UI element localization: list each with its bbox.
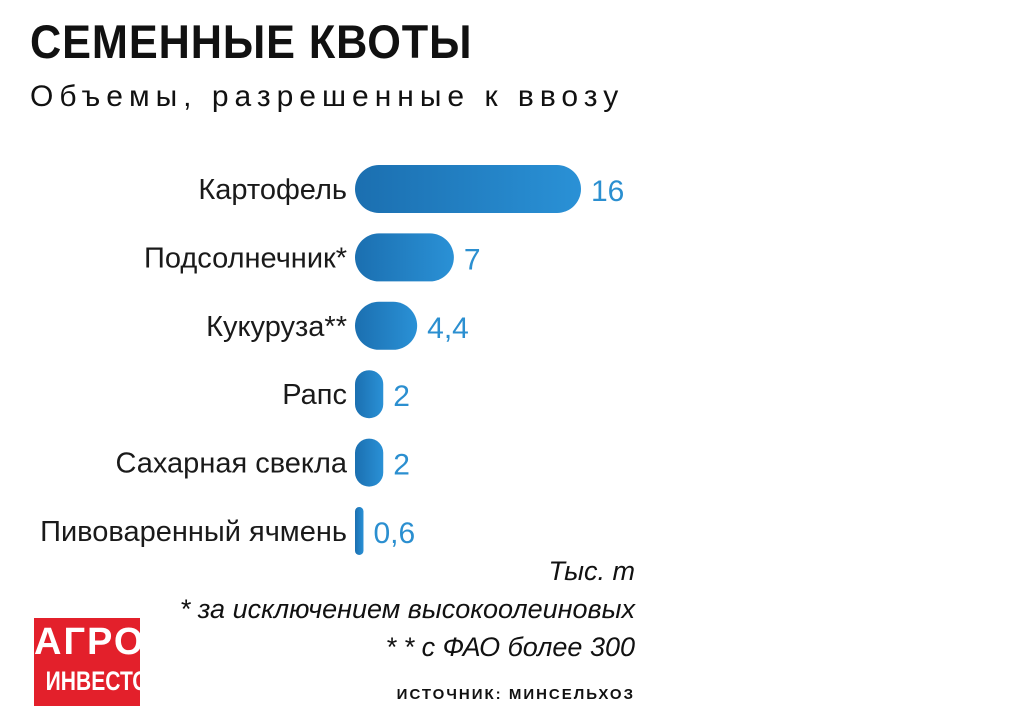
bars-layer: Картофель 16 Подсолнечник* 7 Кукуруза** 4,4 Ра… bbox=[40, 165, 624, 555]
bar-3 bbox=[355, 301, 418, 350]
category-label-2: Подсолнечник* bbox=[144, 242, 347, 274]
value-label-4: 2 bbox=[393, 380, 410, 413]
footnote-sunflower: * за исключением высокоолеиновых bbox=[179, 594, 635, 624]
category-label-6: Пивоваренный ячмень bbox=[40, 516, 347, 548]
bar-6 bbox=[355, 507, 364, 555]
value-label-6: 0,6 bbox=[373, 517, 415, 550]
footnote-corn: * * с ФАО более 300 bbox=[385, 632, 635, 662]
category-label-1: Картофель bbox=[198, 174, 347, 206]
chart-title: СЕМЕННЫЕ КВОТЫ bbox=[30, 15, 473, 68]
unit-note: Тыс. т bbox=[548, 556, 635, 586]
bar-5 bbox=[355, 438, 384, 487]
bar-4 bbox=[355, 370, 384, 419]
value-label-2: 7 bbox=[464, 243, 481, 276]
agroinvestor-logo: АГРО ИНВЕСТОР bbox=[34, 618, 140, 706]
source-note: ИСТОЧНИК: МИНСЕЛЬХОЗ bbox=[396, 686, 635, 703]
category-label-4: Рапс bbox=[282, 379, 347, 411]
value-label-3: 4,4 bbox=[427, 312, 469, 345]
bar-1 bbox=[355, 165, 581, 213]
value-label-5: 2 bbox=[393, 449, 410, 482]
logo-line-1: АГРО bbox=[34, 621, 140, 663]
chart-subtitle: Объемы, разрешенные к ввозу bbox=[30, 80, 625, 113]
category-label-3: Кукуруза** bbox=[206, 311, 347, 343]
category-label-5: Сахарная свекла bbox=[115, 448, 347, 480]
bar-2 bbox=[355, 233, 454, 282]
value-label-1: 16 bbox=[591, 175, 624, 208]
logo-line-2: ИНВЕСТОР bbox=[45, 666, 140, 696]
